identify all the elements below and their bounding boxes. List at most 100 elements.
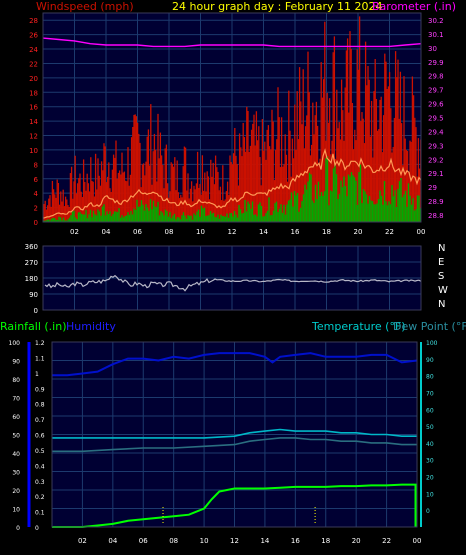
direction-line (44, 274, 422, 292)
rainfall-tick-label: 0.8 (35, 402, 45, 409)
wind-tick-label: 22 (29, 60, 38, 68)
humidity-tick-label: 20 (12, 488, 20, 495)
rainfall-tick-label: 1 (35, 371, 39, 378)
dewpoint-axis-label: Dew Point (°F) (393, 320, 466, 333)
direction-tick-label: 270 (25, 259, 38, 267)
wind-tick-label: 20 (29, 75, 38, 83)
rainfall-tick-label: 1.2 (35, 340, 45, 347)
temperature-tick-label: 10 (426, 491, 434, 498)
humidity-tick-label: 50 (12, 433, 20, 440)
baro-axis-label: Barometer (.in) (372, 0, 456, 13)
rainfall-tick-label: 0.2 (35, 494, 45, 501)
temperature-tick-label: 40 (426, 441, 434, 448)
humidity-tick-label: 10 (12, 507, 20, 514)
rainfall-tick-label: 0 (35, 525, 39, 532)
x-tick-label: 02 (70, 228, 79, 236)
wind-tick-label: 26 (29, 32, 38, 40)
direction-tick-label: 0 (34, 307, 38, 315)
temperature-tick-label: 60 (426, 407, 434, 414)
rainfall-tick-label: 1.1 (35, 355, 45, 362)
compass-label: E (438, 257, 444, 268)
baro-tick-label: 29.9 (428, 59, 444, 67)
x-tick-label: 22 (385, 228, 394, 236)
baro-tick-label: 29.6 (428, 101, 444, 109)
x-tick-label: 12 (230, 537, 239, 545)
x-tick-label: 22 (382, 537, 391, 545)
baro-tick-label: 30 (428, 45, 437, 53)
humidity-tick-label: 40 (12, 451, 20, 458)
x-tick-label: 00 (413, 537, 422, 545)
temperature-tick-label: 20 (426, 475, 434, 482)
barometer-line (42, 37, 422, 48)
rainfall-tick-label: 0.9 (35, 386, 45, 393)
humidity-tick-label: 100 (9, 340, 21, 347)
x-tick-label: 10 (200, 537, 209, 545)
x-tick-label: 16 (291, 228, 300, 236)
dewpoint-line (52, 437, 417, 453)
rainfall-tick-label: 0.5 (35, 448, 45, 455)
smoothed-line (42, 148, 422, 219)
temperature-tick-label: 0 (426, 508, 430, 515)
wind-tick-label: 14 (29, 118, 38, 126)
baro-tick-label: 30.2 (428, 17, 444, 25)
baro-tick-label: 29.2 (428, 156, 444, 164)
x-tick-label: 16 (291, 537, 300, 545)
baro-tick-label: 28.9 (428, 198, 444, 206)
x-tick-label: 04 (102, 228, 111, 236)
x-tick-label: 06 (139, 537, 148, 545)
humidity-tick-label: 30 (12, 470, 20, 477)
humidity-tick-label: 80 (12, 377, 20, 384)
compass-label: S (438, 271, 444, 282)
wind-tick-label: 24 (29, 46, 38, 54)
baro-tick-label: 28.8 (428, 212, 444, 220)
x-tick-label: 20 (354, 228, 363, 236)
plot-border (42, 12, 422, 223)
direction-tick-label: 90 (29, 291, 38, 299)
temperature-axis-label: Temperature (°F) (311, 320, 406, 333)
wind-tick-label: 10 (29, 147, 38, 155)
baro-tick-label: 29.1 (428, 170, 444, 178)
humidity-tick-label: 0 (16, 525, 20, 532)
baro-tick-label: 29.8 (428, 73, 444, 81)
temperature-tick-label: 70 (426, 390, 434, 397)
temperature-tick-label: 80 (426, 374, 434, 381)
compass-label: N (438, 243, 445, 254)
plot-border (51, 341, 418, 528)
baro-tick-label: 29 (428, 184, 437, 192)
x-tick-label: 10 (196, 228, 205, 236)
baro-tick-label: 29.5 (428, 115, 444, 123)
direction-tick-label: 360 (25, 243, 38, 251)
humidity-tick-label: 90 (12, 359, 20, 366)
temperature-tick-label: 30 (426, 458, 434, 465)
rainfall-tick-label: 0.6 (35, 433, 45, 440)
compass-label: W (438, 285, 448, 296)
x-tick-label: 02 (78, 537, 87, 545)
wind-tick-label: 2 (34, 205, 38, 213)
temperature-tick-label: 50 (426, 424, 434, 431)
wind-tick-label: 4 (34, 190, 39, 198)
baro-tick-label: 29.7 (428, 87, 444, 95)
x-tick-label: 18 (322, 228, 331, 236)
wind-tick-label: 12 (29, 133, 38, 141)
x-tick-label: 14 (259, 228, 268, 236)
humidity-tick-label: 60 (12, 414, 20, 421)
rainfall-tick-label: 0.3 (35, 479, 45, 486)
wind-barometer-panel: 024681012141618202224262828.828.92929.12… (29, 12, 444, 236)
humidity-line (52, 352, 418, 377)
x-tick-label: 18 (321, 537, 330, 545)
plot-border (42, 245, 422, 311)
x-tick-label: 12 (228, 228, 237, 236)
rainfall-tick-label: 0.7 (35, 417, 45, 424)
humidity-tick-label: 70 (12, 396, 20, 403)
wind-tick-label: 6 (34, 176, 39, 184)
baro-tick-label: 29.3 (428, 142, 444, 150)
wind-tick-label: 28 (29, 17, 38, 25)
baro-tick-label: 29.4 (428, 128, 444, 136)
x-tick-label: 00 (417, 228, 426, 236)
temperature-line (52, 428, 417, 439)
x-tick-label: 08 (165, 228, 174, 236)
average-series (43, 156, 422, 222)
wind-tick-label: 0 (34, 219, 38, 227)
